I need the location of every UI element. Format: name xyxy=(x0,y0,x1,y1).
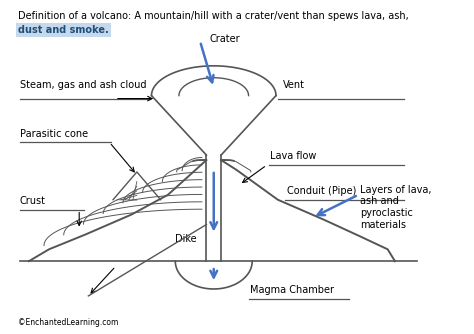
Text: Lava flow: Lava flow xyxy=(271,151,317,161)
Text: dust and smoke.: dust and smoke. xyxy=(18,25,109,35)
Text: Crater: Crater xyxy=(209,34,240,44)
Text: Crust: Crust xyxy=(20,196,46,206)
Text: Vent: Vent xyxy=(283,79,305,90)
Text: Dike: Dike xyxy=(175,234,197,244)
Text: Steam, gas and ash cloud: Steam, gas and ash cloud xyxy=(20,79,146,90)
Text: Parasitic cone: Parasitic cone xyxy=(20,129,88,139)
Text: Conduit (Pipe): Conduit (Pipe) xyxy=(287,186,356,196)
Text: Magma Chamber: Magma Chamber xyxy=(250,285,334,295)
Text: ©EnchantedLearning.com: ©EnchantedLearning.com xyxy=(18,318,118,327)
Text: Definition of a volcano: A mountain/hill with a crater/vent than spews lava, ash: Definition of a volcano: A mountain/hill… xyxy=(18,11,409,21)
Text: Layers of lava,
ash and
pyroclastic
materials: Layers of lava, ash and pyroclastic mate… xyxy=(360,185,432,230)
